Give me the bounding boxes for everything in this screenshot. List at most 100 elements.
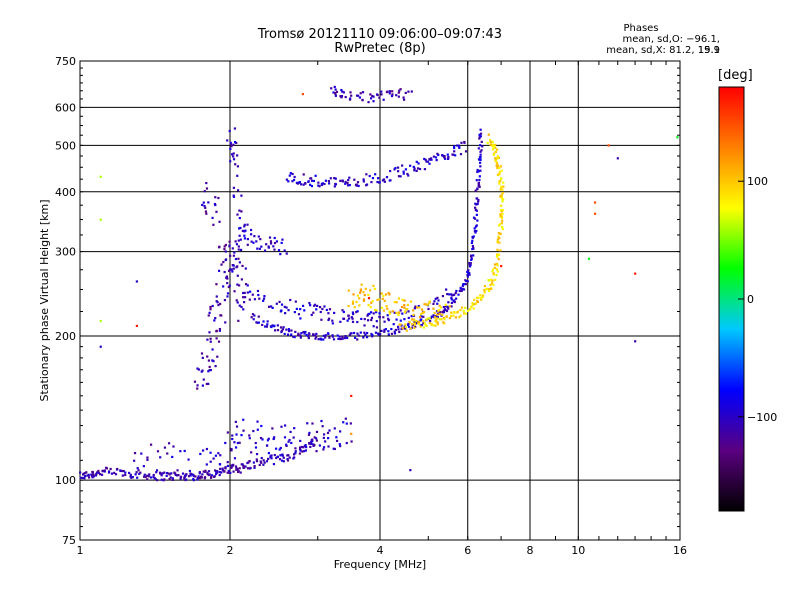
echo-point bbox=[479, 144, 482, 147]
echo-point bbox=[501, 213, 504, 216]
echo-point bbox=[192, 478, 195, 481]
echo-point bbox=[459, 309, 462, 312]
echo-point bbox=[228, 269, 231, 273]
echo-point bbox=[479, 153, 482, 156]
echo-point bbox=[382, 309, 386, 312]
echo-point bbox=[281, 328, 284, 331]
echo-point bbox=[179, 450, 182, 453]
echo-point bbox=[470, 258, 473, 261]
echo-point bbox=[240, 278, 243, 281]
echo-point bbox=[499, 215, 502, 218]
echo-point bbox=[146, 474, 149, 477]
echo-point bbox=[397, 311, 401, 314]
echo-point bbox=[498, 173, 501, 176]
echo-point bbox=[492, 273, 495, 276]
echo-point bbox=[413, 321, 416, 324]
echo-point bbox=[99, 218, 102, 221]
echo-point bbox=[387, 317, 390, 320]
echo-point bbox=[241, 229, 244, 232]
echo-point bbox=[238, 209, 241, 212]
echo-point bbox=[370, 181, 373, 184]
echo-point bbox=[287, 180, 290, 183]
echo-point bbox=[347, 179, 350, 182]
echo-point bbox=[130, 476, 133, 479]
echo-point bbox=[237, 248, 240, 251]
echo-point bbox=[466, 309, 470, 312]
colorbar-tick-label: 100 bbox=[747, 175, 768, 188]
echo-point bbox=[501, 209, 505, 212]
echo-point bbox=[356, 332, 359, 335]
echo-point bbox=[479, 132, 483, 135]
echo-point bbox=[410, 323, 414, 326]
echo-point bbox=[341, 180, 345, 183]
echo-point bbox=[401, 327, 404, 330]
echo-point bbox=[425, 303, 428, 306]
echo-point bbox=[223, 245, 226, 248]
echo-point bbox=[202, 201, 205, 204]
echo-point bbox=[223, 270, 226, 274]
echo-point bbox=[375, 326, 379, 329]
echo-point bbox=[226, 461, 229, 464]
echo-point bbox=[500, 222, 503, 225]
echo-point bbox=[237, 470, 240, 473]
echo-point bbox=[413, 169, 416, 172]
echo-point bbox=[412, 165, 415, 169]
echo-point bbox=[426, 303, 429, 306]
echo-point bbox=[321, 425, 324, 428]
echo-point bbox=[441, 310, 444, 314]
echo-point bbox=[425, 160, 428, 163]
title-line-2: RwPretec (8p) bbox=[334, 41, 426, 56]
echo-point bbox=[262, 463, 265, 466]
echo-point bbox=[185, 473, 188, 476]
echo-point bbox=[226, 139, 229, 142]
echo-point bbox=[135, 280, 138, 283]
echo-point bbox=[432, 314, 435, 317]
echo-point bbox=[476, 187, 479, 190]
echo-point bbox=[84, 475, 87, 478]
echo-point bbox=[209, 368, 212, 372]
echo-point bbox=[473, 227, 476, 230]
echo-point bbox=[241, 264, 244, 268]
echo-point bbox=[499, 249, 502, 252]
echo-point bbox=[165, 474, 168, 478]
echo-point bbox=[289, 430, 292, 434]
echo-point bbox=[194, 475, 197, 478]
echo-point bbox=[499, 214, 502, 217]
echo-point bbox=[404, 91, 407, 95]
echo-point bbox=[92, 475, 95, 478]
echo-point bbox=[240, 305, 243, 309]
echo-point bbox=[477, 198, 480, 202]
echo-point bbox=[497, 258, 500, 261]
echo-point bbox=[327, 437, 330, 440]
echo-point bbox=[415, 306, 419, 309]
echo-point bbox=[321, 182, 324, 185]
echo-point bbox=[459, 153, 463, 156]
echo-point bbox=[292, 178, 296, 182]
echo-point bbox=[469, 255, 473, 258]
echo-point bbox=[129, 473, 132, 476]
echo-point bbox=[134, 473, 137, 476]
echo-point bbox=[361, 91, 365, 94]
echo-point bbox=[322, 433, 326, 436]
echo-point bbox=[384, 328, 387, 331]
echo-point bbox=[183, 449, 186, 453]
echo-point bbox=[292, 453, 296, 456]
echo-point bbox=[372, 100, 375, 103]
echo-point bbox=[363, 293, 366, 297]
echo-point bbox=[478, 136, 481, 139]
echo-point bbox=[428, 317, 431, 320]
colorbar-tick-label: −100 bbox=[747, 411, 777, 424]
echo-point bbox=[292, 436, 295, 439]
echo-point bbox=[461, 285, 464, 288]
echo-point bbox=[393, 332, 397, 335]
x-tick-label: 2 bbox=[227, 544, 234, 557]
echo-point bbox=[457, 144, 460, 147]
echo-point bbox=[301, 304, 305, 307]
echo-point bbox=[360, 317, 363, 321]
echo-point bbox=[288, 456, 291, 459]
echo-point bbox=[399, 309, 402, 312]
echo-point bbox=[327, 179, 330, 183]
echo-point bbox=[497, 253, 500, 256]
echo-point bbox=[212, 457, 215, 460]
echo-point bbox=[342, 310, 345, 314]
